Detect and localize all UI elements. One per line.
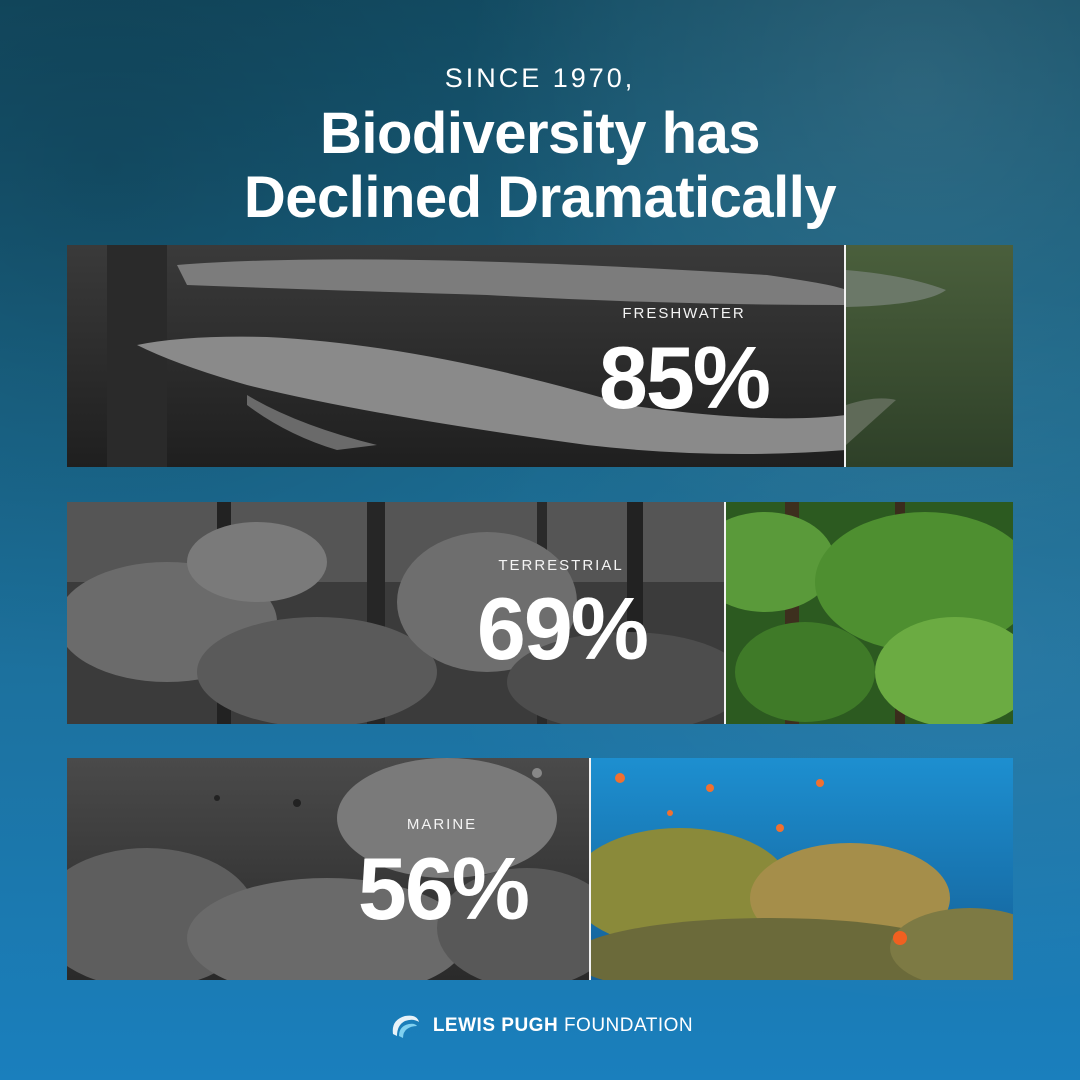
headline-line-2: Declined Dramatically [243,165,837,230]
kicker-text: SINCE 1970, [444,63,636,93]
headline: Biodiversity has Declined Dramatically [0,102,1080,230]
terrestrial-divider [724,502,726,724]
terrestrial-label: TERRESTRIAL [498,557,624,574]
freshwater-color-photo [846,245,1013,467]
marine-percentage: 56% [357,839,530,938]
terrestrial-color-photo [725,502,1013,724]
brand-name: LEWIS PUGH FOUNDATION [433,1015,693,1037]
wave-logo-icon [392,1015,419,1038]
brand-regular: FOUNDATION [563,1015,694,1036]
marine-divider [589,758,591,980]
brand-bold: LEWIS PUGH [432,1015,559,1036]
freshwater-bw-photo [67,245,846,467]
marine-color-photo [590,758,1013,980]
panel-marine: MARINE 56% [67,758,1013,980]
header: SINCE 1970, Biodiversity has Declined Dr… [0,58,1080,230]
headline-line-1: Biodiversity has [319,101,761,166]
panel-freshwater: FRESHWATER 85% [67,245,1013,467]
terrestrial-percentage: 69% [476,579,649,678]
freshwater-label: FRESHWATER [622,305,746,322]
panel-terrestrial: TERRESTRIAL 69% [67,502,1013,724]
marine-label: MARINE [406,816,478,833]
freshwater-divider [844,245,846,467]
terrestrial-bw-photo [67,502,725,724]
footer: LEWIS PUGH FOUNDATION [0,1008,1080,1044]
freshwater-percentage: 85% [598,328,771,427]
marine-bw-photo [67,758,590,980]
